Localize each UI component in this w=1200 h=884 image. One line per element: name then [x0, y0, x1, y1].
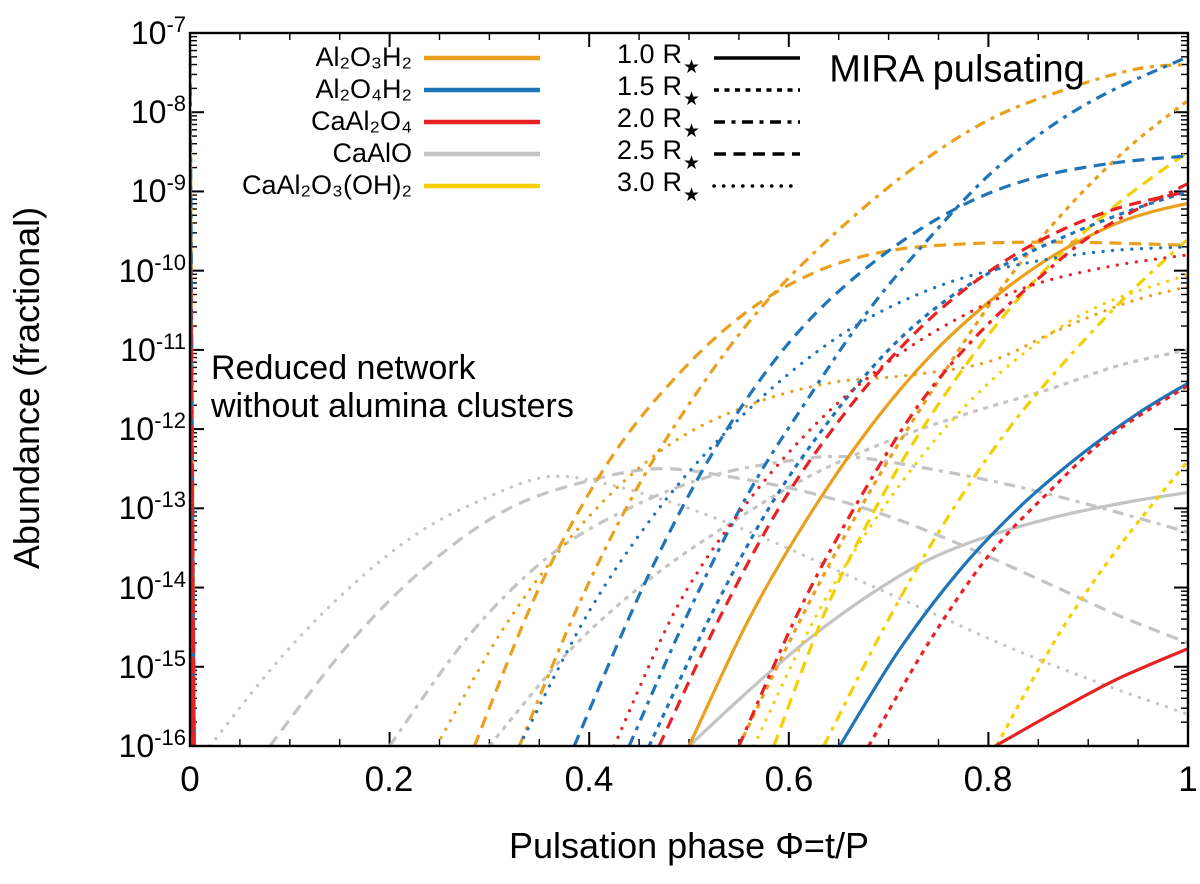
curve-CaAlO-2.5	[268, 467, 1188, 746]
y-tick-label: 10-11	[120, 329, 186, 369]
y-tick-label: 10-14	[118, 567, 186, 607]
x-axis-label: Pulsation phase Φ=t/P	[509, 825, 869, 866]
y-tick-label: 10-15	[118, 646, 186, 686]
curve-Al2O4H2-3.0	[517, 245, 1188, 746]
curve-Al2O3H2-1.5	[737, 99, 1188, 746]
plot-border	[188, 31, 1190, 748]
legend-swatches	[424, 55, 802, 189]
y-tick-label: 10-16	[118, 725, 186, 765]
annotation-line-2: without alumina clusters	[211, 387, 574, 425]
legend-radius-label: 2.5 R★	[617, 135, 701, 175]
curve-CaAl2O3(OH)2-2.5	[772, 150, 1188, 746]
star-icon: ★	[683, 153, 701, 175]
x-tick-label: 0.6	[764, 760, 814, 799]
legend-radius-label: 3.0 R★	[617, 167, 701, 207]
y-tick-label: 10-7	[130, 12, 186, 52]
curve-Al2O4H2-2.0	[627, 55, 1188, 746]
curve-CaAlO-1.0	[687, 490, 1188, 746]
y-tick-label: 10-13	[118, 487, 186, 527]
annotation-line-1: Reduced network	[211, 349, 476, 387]
curve-CaAl2O4-3.0	[612, 253, 1188, 746]
y-tick-label: 10-12	[118, 408, 186, 448]
x-tick-label: 1	[1178, 760, 1198, 799]
curve-Al2O3H2-2.5	[472, 240, 1188, 746]
y-tick-label: 10-10	[118, 250, 186, 290]
chart-title: MIRA pulsating	[829, 48, 1085, 91]
curve-CaAl2O3(OH)2-1.5	[994, 459, 1188, 746]
curve-Al2O4H2-1.0	[838, 381, 1188, 746]
curve-CaAl2O4-1.5	[867, 384, 1188, 746]
legend-radius-label: 2.0 R★	[617, 103, 701, 143]
legend-species-label: CaAl₂O₃(OH)₂	[242, 169, 412, 200]
legend-radius-label: 1.0 R★	[617, 39, 701, 79]
curve-CaAlO-1.5	[488, 348, 1188, 746]
star-icon: ★	[683, 185, 701, 207]
x-tick-label: 0.8	[963, 760, 1013, 799]
x-tick-label: 0.2	[364, 760, 414, 799]
curve-Al2O3H2-1.0	[687, 201, 1188, 746]
y-tick-label: 10-9	[130, 170, 186, 210]
x-tick-label: 0	[180, 760, 200, 799]
legend-species-label: CaAlO	[332, 137, 412, 168]
curve-Al2O3H2-3.0	[434, 284, 1188, 746]
star-icon: ★	[683, 57, 701, 79]
legend-radius-label: 1.5 R★	[617, 71, 701, 111]
annotation-text: Reduced network without alumina clusters	[211, 349, 574, 425]
x-tick-label: 0.4	[564, 760, 614, 799]
legend-species-label: CaAl₂O₄	[310, 105, 412, 136]
curve-CaAl2O3(OH)2-3.0	[752, 273, 1188, 746]
curve-Al2O4H2-1.5	[647, 189, 1188, 746]
curve-wrap-segment	[190, 253, 196, 746]
star-icon: ★	[683, 121, 701, 143]
curve-Al2O3H2-2.0	[517, 63, 1188, 746]
legend-species-label: Al₂O₄H₂	[315, 73, 413, 104]
star-icon: ★	[683, 89, 701, 111]
legend-species-label: Al₂O₃H₂	[315, 41, 412, 72]
curve-CaAlO-3.0	[208, 474, 1188, 746]
curve-Al2O4H2-2.5	[572, 154, 1188, 746]
y-tick-label: 10-8	[130, 91, 186, 131]
y-axis-label: Abundance (fractional)	[6, 206, 47, 570]
curve-CaAl2O4-1.0	[994, 647, 1188, 746]
curve-CaAl2O4-2.0	[737, 182, 1188, 746]
